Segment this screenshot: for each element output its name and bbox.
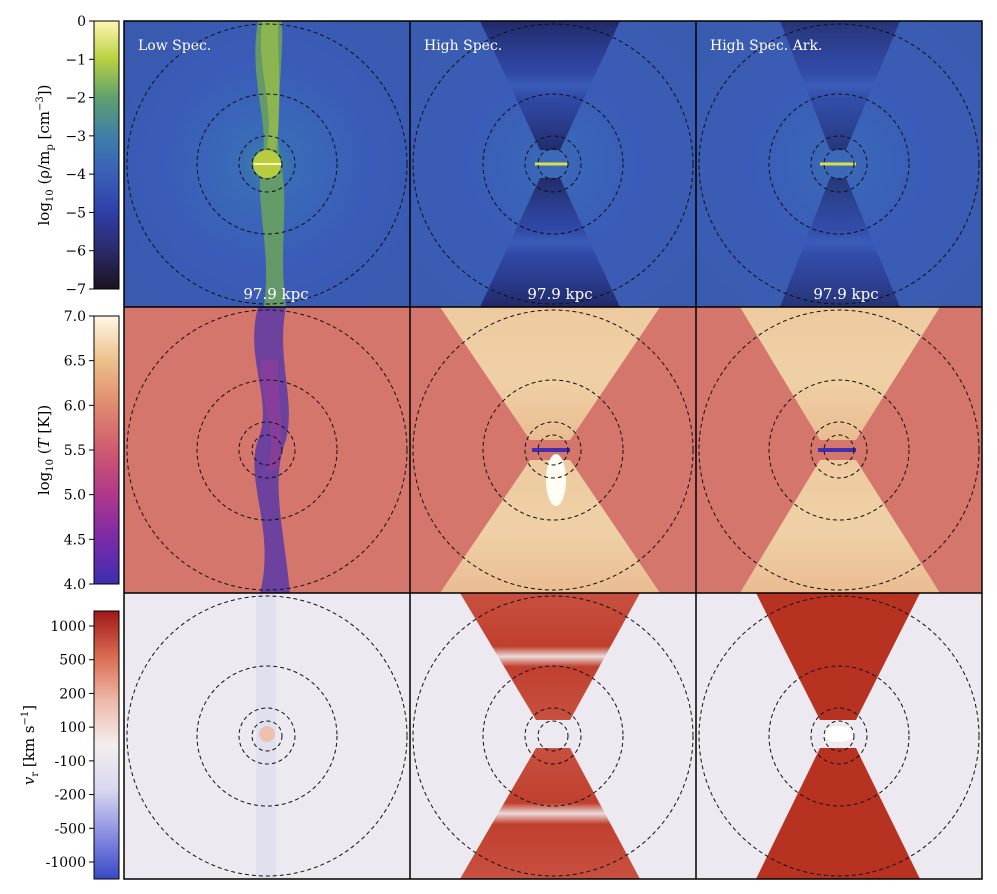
colorbar-tick-label: 1000: [50, 619, 86, 635]
colorbar-tick-label: 6.0: [64, 398, 86, 414]
radius-circle: [823, 434, 855, 466]
colorbar-tick-label: −2: [65, 91, 86, 107]
radius-circle: [698, 595, 980, 877]
colorbar-tick-label: −7: [65, 282, 86, 298]
colorbar-temperature-ticks: 7.0 6.5 6.0 5.5 5.0 4.5 4.0: [64, 309, 94, 593]
column-label-low: Low Spec.: [138, 38, 211, 54]
panel-density-ark: [696, 21, 982, 307]
radius-circle: [810, 135, 868, 193]
radius-circle: [126, 309, 408, 591]
radius-circle: [537, 434, 569, 466]
colorbar-density-ticks: 0 −1 −2 −3 −4 −5 −6 −7: [65, 14, 94, 298]
colorbar-tick-label: -500: [55, 821, 86, 837]
radius-circle: [482, 93, 624, 235]
panel-velocity-low: [124, 593, 410, 879]
radius-circle: [524, 135, 582, 193]
radius-circle: [537, 148, 569, 180]
radius-circle: [768, 665, 910, 807]
radius-circle: [524, 707, 582, 765]
row-density: [124, 21, 982, 307]
radius-circle: [251, 720, 283, 752]
colorbar-velocity: 1000 500 200 100 -100 -200 -500 -1000 vr [km s−…: [20, 610, 120, 880]
colorbar-tick-label: -1000: [46, 855, 86, 871]
radius-circle: [196, 665, 338, 807]
colorbar-tick-label: −5: [65, 205, 86, 221]
panel-grid: [123, 20, 983, 880]
colorbar-tick-label: 6.5: [64, 354, 86, 370]
radius-circle: [698, 23, 980, 305]
colorbar-tick-label: −4: [65, 167, 86, 183]
radius-circle: [251, 148, 283, 180]
radius-circle: [768, 379, 910, 521]
colorbar-tick-label: −3: [65, 129, 86, 145]
colorbar-tick-label: 4.5: [64, 532, 86, 548]
colorbar-temperature-title: log10 (T [K]): [35, 405, 56, 495]
radius-circle: [126, 23, 408, 305]
colorbar-tick-label: −1: [65, 52, 86, 68]
radius-circle: [823, 148, 855, 180]
radius-circle: [524, 421, 582, 479]
colorbar-velocity-title: vr [km s−1]: [20, 705, 41, 785]
colorbar-tick-label: 4.0: [64, 577, 86, 593]
radius-circles: [126, 23, 980, 877]
colorbar-tick-label: 500: [59, 653, 86, 669]
row-temperature: [124, 307, 982, 593]
radius-circle: [768, 93, 910, 235]
scale-label-high: 97.9 kpc: [527, 285, 592, 303]
colorbar-density: 0 −1 −2 −3 −4 −5 −6 −7 log10 (ρ/mp [cm−3]): [35, 14, 120, 298]
panel-density-high: [410, 21, 696, 307]
radius-circle: [823, 720, 855, 752]
radius-circle: [482, 665, 624, 807]
panel-density-low: [124, 21, 410, 307]
radius-circle: [251, 434, 283, 466]
radius-circle: [238, 421, 296, 479]
colorbar-velocity-ticks: 1000 500 200 100 -100 -200 -500 -1000: [46, 619, 94, 871]
colorbar-tick-label: 200: [59, 686, 86, 702]
radius-circle: [698, 309, 980, 591]
radius-circle: [412, 23, 694, 305]
radius-circle: [238, 707, 296, 765]
colorbar-density-title: log10 (ρ/mp [cm−3]): [35, 84, 56, 225]
scale-label-ark: 97.9 kpc: [813, 285, 878, 303]
colorbar-tick-label: -100: [55, 754, 86, 770]
column-label-high: High Spec.: [424, 38, 502, 54]
scale-label-low: 97.9 kpc: [243, 285, 308, 303]
radius-circle: [537, 720, 569, 752]
colorbar-tick-label: 0: [77, 14, 86, 30]
radius-circle: [810, 421, 868, 479]
panel-temperature-low: [124, 307, 410, 593]
colorbar-tick-label: 5.0: [64, 488, 86, 504]
radius-circle: [126, 595, 408, 877]
radius-circle: [412, 309, 694, 591]
panel-velocity-ark: [696, 593, 982, 879]
row-velocity: [124, 593, 982, 879]
panel-temperature-high: [410, 307, 696, 593]
column-label-ark: High Spec. Ark.: [710, 38, 822, 54]
radius-circle: [196, 379, 338, 521]
colorbar-tick-label: -200: [55, 788, 86, 804]
panel-velocity-high: [410, 593, 696, 879]
radius-circle: [412, 595, 694, 877]
colorbar-temperature: 7.0 6.5 6.0 5.5 5.0 4.5 4.0 log10 (T [K]): [35, 309, 120, 593]
radius-circle: [238, 135, 296, 193]
radius-circle: [196, 93, 338, 235]
radius-circle: [482, 379, 624, 521]
colorbar-tick-label: −6: [65, 244, 86, 260]
panel-temperature-ark: [696, 307, 982, 593]
colorbar-tick-label: 7.0: [64, 309, 86, 325]
colorbar-tick-label: 100: [59, 720, 86, 736]
colorbar-tick-label: 5.5: [64, 443, 86, 459]
radius-circle: [810, 707, 868, 765]
